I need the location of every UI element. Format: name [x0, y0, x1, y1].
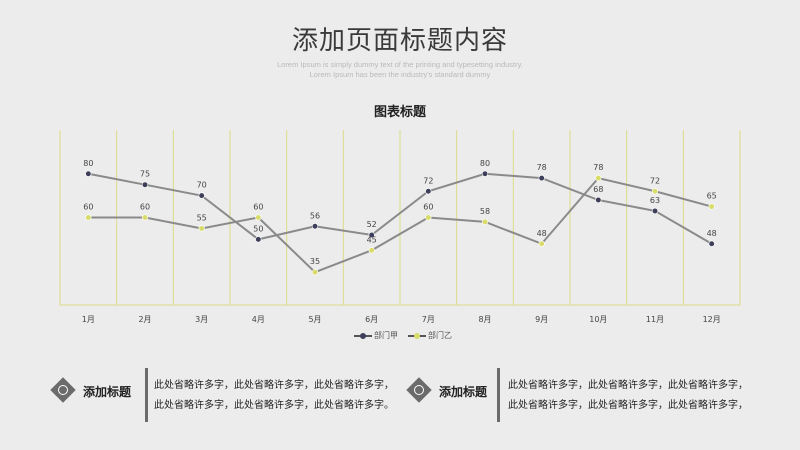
data-point [651, 188, 659, 195]
chart-legend: 部门甲 部门乙 [354, 330, 452, 341]
data-label: 60 [253, 203, 263, 212]
data-point [255, 214, 262, 221]
series-line-1 [88, 172, 713, 245]
data-point [595, 175, 602, 182]
data-label: 68 [593, 185, 603, 194]
page-title: 添加页面标题内容 [291, 26, 508, 56]
data-point [85, 214, 92, 221]
info-text: 此处省略许多字，此处省略许多字，此处省略许多字， 此处省略许多字，此处省略许多字… [154, 376, 394, 416]
data-point [481, 170, 489, 177]
data-label: 35 [310, 257, 320, 266]
data-point [538, 240, 545, 247]
data-label: 70 [197, 181, 207, 190]
info-block-1: 添加标题 此处省略许多字，此处省略许多字，此处省略许多字， 此处省略许多字，此处… [48, 368, 408, 422]
data-label: 45 [367, 235, 377, 244]
info-text-line: 此处省略许多字，此处省略许多字，此处省略许多字， [508, 400, 748, 411]
data-point [141, 214, 149, 221]
data-label: 52 [367, 220, 377, 229]
data-point [595, 196, 602, 204]
page-subtitle-line2: Lorem Ipsum has been the industry's stan… [309, 70, 491, 79]
data-label: 56 [310, 211, 320, 220]
x-tick-label: 6月 [365, 315, 378, 324]
badge-icon [406, 377, 432, 403]
info-text-line: 此处省略许多字，此处省略许多字，此处省略许多字， [154, 380, 394, 391]
x-tick-label: 4月 [252, 315, 265, 324]
data-label: 48 [537, 229, 547, 238]
data-point [198, 225, 205, 232]
x-tick-label: 2月 [138, 315, 151, 324]
data-label: 80 [83, 159, 93, 168]
x-tick-label: 5月 [308, 315, 321, 324]
data-label: 75 [140, 170, 150, 179]
x-tick-label: 1月 [82, 315, 95, 324]
chart-title: 图表标题 [373, 105, 426, 120]
x-tick-label: 3月 [195, 315, 208, 324]
info-text-line: 此处省略许多字，此处省略许多字，此处省略许多字， [508, 380, 748, 391]
data-label: 72 [650, 176, 660, 185]
info-heading: 添加标题 [83, 385, 132, 399]
data-point [311, 269, 319, 276]
legend-item-series-a: 部门甲 [354, 330, 398, 341]
info-text-line: 此处省略许多字，此处省略许多字，此处省略许多字。 [154, 400, 394, 411]
data-point [481, 218, 489, 225]
data-label: 60 [423, 203, 433, 212]
data-point [311, 223, 319, 230]
data-label: 78 [593, 163, 603, 172]
x-tick-label: 10月 [589, 315, 607, 324]
legend-item-series-b: 部门乙 [408, 330, 452, 341]
data-point [141, 181, 149, 188]
data-point [425, 188, 432, 195]
legend-label-series-a: 部门甲 [374, 331, 398, 340]
data-point [85, 170, 92, 177]
badge-icon [50, 377, 76, 403]
info-block-2: 添加标题 此处省略许多字，此处省略许多字，此处省略许多字， 此处省略许多字，此处… [404, 368, 794, 422]
x-tick-label: 11月 [646, 315, 664, 324]
data-label: 72 [423, 176, 433, 185]
divider [145, 368, 148, 422]
x-tick-label: 9月 [535, 315, 548, 324]
data-point [708, 240, 715, 247]
data-point [368, 231, 375, 239]
data-label: 60 [140, 203, 150, 212]
data-point [538, 175, 545, 182]
info-text: 此处省略许多字，此处省略许多字，此处省略许多字， 此处省略许多字，此处省略许多字… [508, 376, 748, 416]
data-label: 78 [537, 163, 547, 172]
data-point [425, 214, 432, 221]
x-tick-label: 8月 [478, 315, 491, 324]
data-label: 48 [707, 229, 717, 238]
data-label: 55 [197, 213, 207, 222]
legend-swatch-series-b [408, 332, 426, 339]
data-label: 65 [707, 192, 717, 201]
data-label: 60 [83, 203, 93, 212]
info-heading: 添加标题 [439, 385, 488, 399]
data-point [708, 203, 715, 210]
data-point [255, 236, 262, 243]
page-subtitle-line1: Lorem Ipsum is simply dummy text of the … [277, 60, 523, 69]
x-tick-label: 12月 [703, 315, 721, 324]
data-point [651, 207, 659, 215]
legend-label-series-b: 部门乙 [428, 331, 452, 340]
data-label: 50 [253, 224, 263, 233]
data-label: 58 [480, 207, 490, 216]
x-tick-label: 7月 [422, 315, 435, 324]
data-label: 63 [650, 196, 660, 205]
data-label: 80 [480, 159, 490, 168]
data-point [198, 192, 205, 199]
data-point [368, 247, 375, 254]
series-line-2 [88, 177, 712, 274]
divider [497, 368, 500, 422]
legend-swatch-series-a [354, 332, 372, 339]
